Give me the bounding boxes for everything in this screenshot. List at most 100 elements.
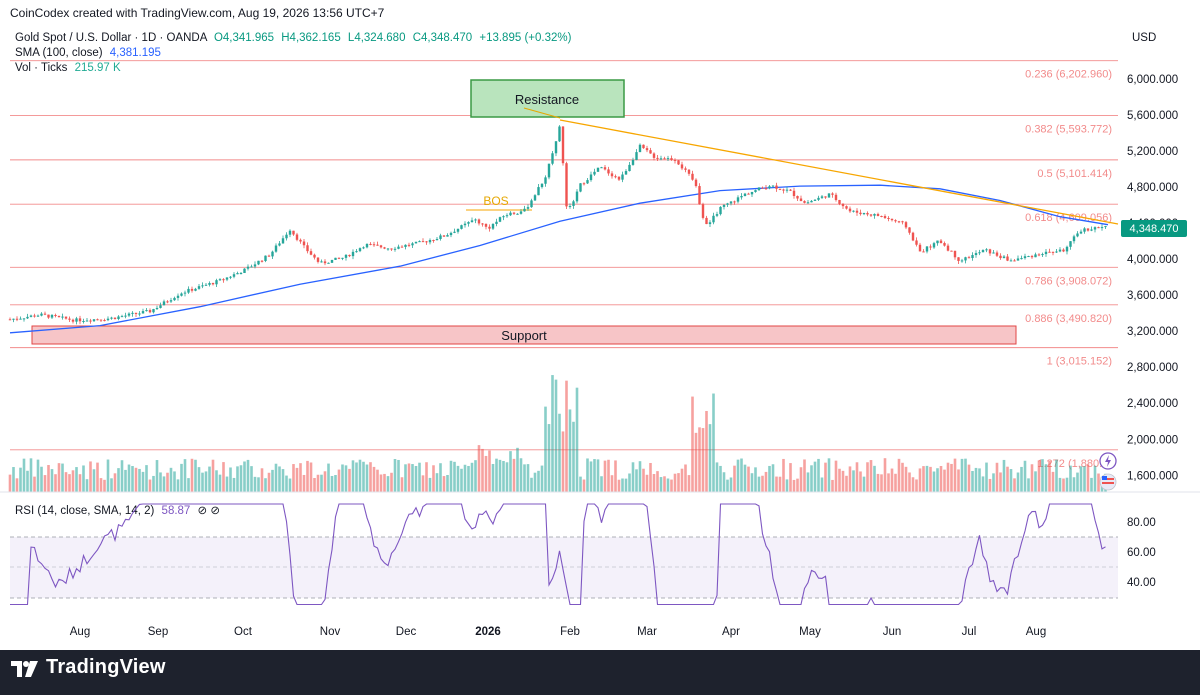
candle-body[interactable]: [523, 208, 526, 212]
candle-body[interactable]: [691, 173, 694, 180]
time-axis[interactable]: Aug Sep Oct Nov Dec 2026 Feb Mar Apr May Jun Jul Aug: [70, 626, 1046, 638]
candle-body[interactable]: [649, 150, 652, 154]
candle-body[interactable]: [1006, 256, 1009, 261]
candle-body[interactable]: [1065, 246, 1069, 252]
candle-body[interactable]: [96, 319, 99, 321]
candle-body[interactable]: [43, 313, 47, 315]
candle-body[interactable]: [775, 185, 778, 189]
volume-legend[interactable]: Vol · Ticks 215.97 K: [15, 62, 121, 74]
candle-body[interactable]: [726, 203, 729, 205]
candle-body[interactable]: [428, 240, 432, 243]
candle-body[interactable]: [736, 197, 740, 202]
candle-body[interactable]: [85, 320, 89, 322]
tradingview-logo[interactable]: TradingView: [10, 656, 166, 679]
candle-body[interactable]: [589, 174, 593, 181]
candle-body[interactable]: [1093, 227, 1097, 230]
candle-body[interactable]: [120, 316, 124, 318]
candle-body[interactable]: [92, 319, 96, 322]
candle-body[interactable]: [260, 260, 264, 262]
candle-body[interactable]: [848, 208, 852, 212]
candle-body[interactable]: [470, 220, 474, 223]
candle-body[interactable]: [344, 254, 348, 258]
rsi-line[interactable]: [10, 503, 1106, 606]
candle-body[interactable]: [551, 153, 554, 164]
candle-body[interactable]: [1058, 249, 1062, 252]
candle-body[interactable]: [159, 305, 162, 308]
candle-body[interactable]: [1020, 258, 1023, 260]
candle-body[interactable]: [201, 285, 204, 287]
candle-body[interactable]: [484, 223, 488, 227]
candle-body[interactable]: [901, 221, 904, 223]
candle-body[interactable]: [477, 219, 481, 224]
candle-body[interactable]: [628, 164, 631, 172]
candle-body[interactable]: [1072, 236, 1076, 242]
candle-body[interactable]: [967, 257, 971, 259]
candle-body[interactable]: [635, 152, 638, 160]
candle-body[interactable]: [1083, 228, 1086, 232]
candle-body[interactable]: [309, 251, 313, 255]
candle-body[interactable]: [705, 217, 708, 225]
candle-body[interactable]: [789, 189, 792, 191]
candle-body[interactable]: [862, 212, 866, 215]
candle-body[interactable]: [971, 255, 974, 259]
candle-body[interactable]: [362, 247, 365, 249]
candle-body[interactable]: [712, 215, 715, 223]
candle-body[interactable]: [1062, 249, 1065, 252]
candle-body[interactable]: [992, 252, 995, 254]
candle-body[interactable]: [747, 193, 750, 195]
candle-body[interactable]: [530, 200, 533, 208]
candle-body[interactable]: [162, 301, 166, 306]
candle-body[interactable]: [1002, 256, 1006, 259]
candle-body[interactable]: [1079, 231, 1083, 234]
candle-body[interactable]: [687, 169, 691, 174]
candle-body[interactable]: [561, 126, 565, 164]
candle-body[interactable]: [376, 244, 379, 246]
candle-body[interactable]: [407, 244, 411, 246]
candle-body[interactable]: [131, 312, 134, 314]
candle-body[interactable]: [621, 174, 624, 180]
candle-body[interactable]: [463, 223, 467, 226]
symbol-name[interactable]: Gold Spot / U.S. Dollar · 1D · OANDA: [15, 32, 207, 44]
candle-body[interactable]: [176, 295, 180, 298]
candle-body[interactable]: [897, 221, 901, 223]
candle-body[interactable]: [288, 230, 292, 235]
candle-body[interactable]: [232, 274, 236, 277]
candle-body[interactable]: [652, 153, 656, 158]
candle-body[interactable]: [939, 240, 943, 244]
candle-body[interactable]: [813, 199, 817, 201]
candle-body[interactable]: [82, 321, 85, 323]
candle-body[interactable]: [1041, 254, 1044, 256]
candle-body[interactable]: [15, 318, 19, 320]
candle-body[interactable]: [505, 215, 509, 217]
candle-body[interactable]: [943, 243, 946, 246]
candle-body[interactable]: [155, 307, 159, 310]
resistance-zone[interactable]: [470, 79, 625, 118]
candle-body[interactable]: [64, 316, 68, 319]
candle-body[interactable]: [1016, 258, 1020, 261]
candle-body[interactable]: [761, 187, 764, 189]
candle-body[interactable]: [68, 318, 71, 320]
candle-body[interactable]: [579, 183, 582, 192]
candle-body[interactable]: [57, 315, 61, 317]
candle-body[interactable]: [215, 280, 218, 285]
candle-body[interactable]: [827, 193, 831, 198]
candle-body[interactable]: [936, 240, 939, 244]
candle-body[interactable]: [246, 266, 250, 269]
candle-body[interactable]: [978, 252, 981, 254]
candle-body[interactable]: [225, 277, 229, 280]
candle-body[interactable]: [271, 251, 274, 257]
candle-body[interactable]: [456, 228, 460, 232]
candle-body[interactable]: [117, 316, 120, 320]
candle-body[interactable]: [817, 197, 820, 200]
candle-body[interactable]: [694, 179, 698, 187]
candle-body[interactable]: [323, 261, 327, 264]
candle-body[interactable]: [750, 191, 754, 195]
candle-body[interactable]: [414, 241, 418, 244]
candle-body[interactable]: [365, 243, 369, 248]
candle-body[interactable]: [351, 251, 355, 257]
candle-body[interactable]: [264, 255, 267, 261]
candle-body[interactable]: [432, 240, 435, 242]
candle-body[interactable]: [33, 315, 36, 317]
candle-body[interactable]: [929, 246, 932, 248]
candle-body[interactable]: [127, 313, 131, 316]
